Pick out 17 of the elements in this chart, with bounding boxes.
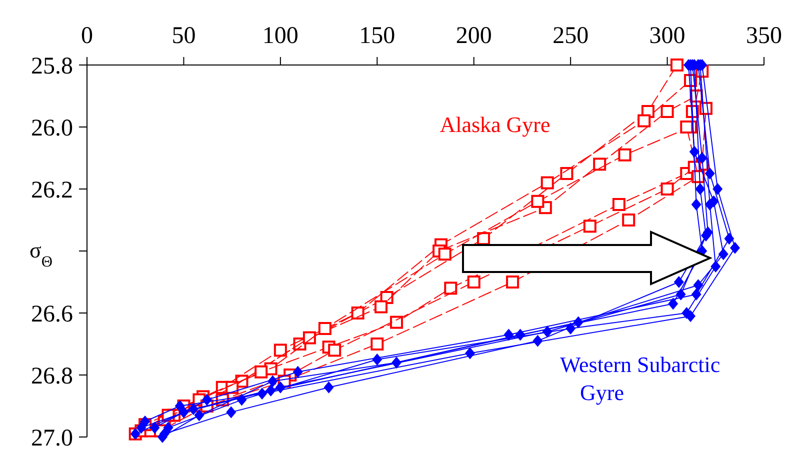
y-tick-label: 26.2 bbox=[31, 177, 73, 204]
y-tick-label: 25.8 bbox=[31, 53, 73, 80]
y-tick-label: 26.8 bbox=[31, 363, 73, 390]
x-tick-label: 250 bbox=[552, 23, 589, 49]
x-tick-label: 300 bbox=[649, 23, 686, 49]
x-tick-label: 200 bbox=[456, 23, 492, 49]
series-label: Alaska Gyre bbox=[440, 112, 550, 137]
x-tick-label: 350 bbox=[746, 23, 782, 49]
x-tick-label: 100 bbox=[262, 23, 298, 49]
x-tick-label: 150 bbox=[359, 23, 396, 49]
y-tick-label: 27.0 bbox=[31, 425, 73, 452]
y-tick-label: 26.0 bbox=[31, 115, 73, 142]
x-tick-label: 50 bbox=[172, 23, 196, 49]
y-tick-label: 26.6 bbox=[31, 301, 73, 328]
y-axis-title: σ$_{Θ}$ bbox=[30, 238, 52, 270]
series-label: Western Subarctic Gyre bbox=[560, 352, 720, 405]
x-tick-label: 0 bbox=[81, 23, 93, 49]
